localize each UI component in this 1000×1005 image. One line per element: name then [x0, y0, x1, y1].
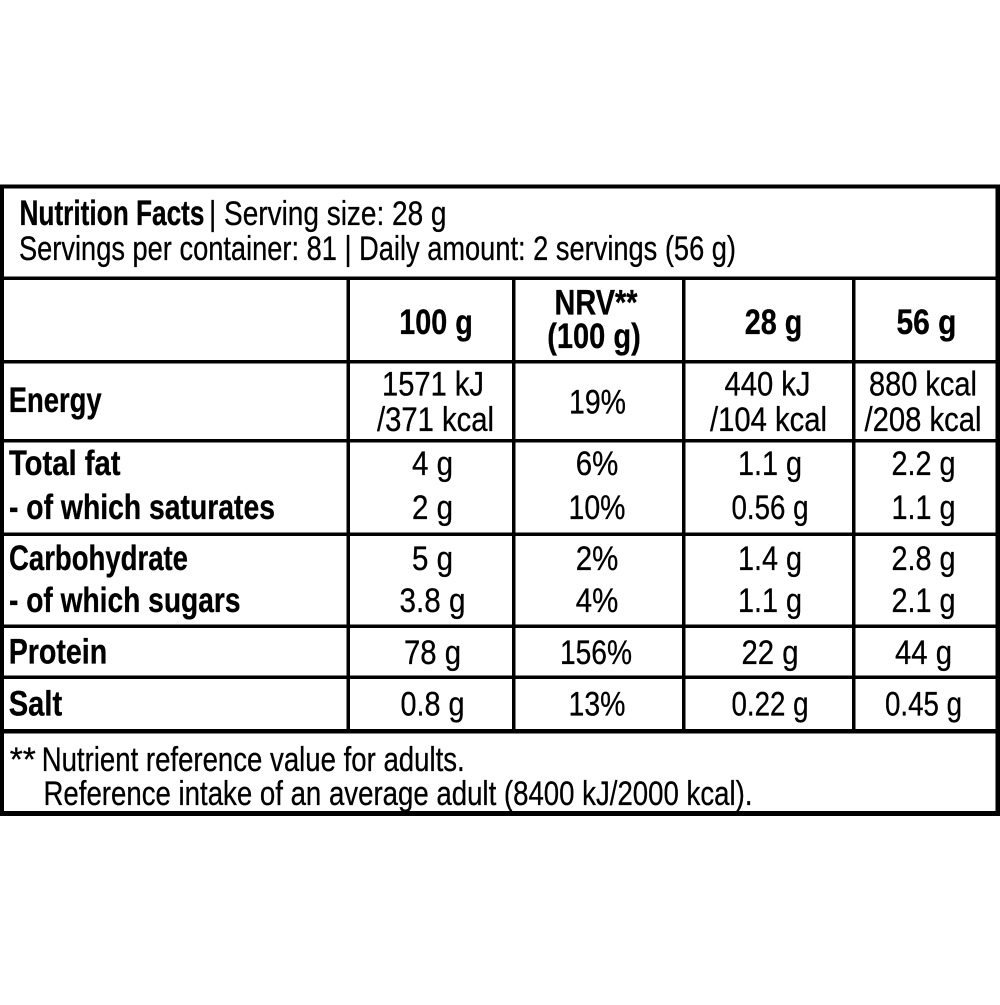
- svg-text:0.56 g: 0.56 g: [732, 489, 809, 527]
- svg-text:Energy: Energy: [9, 381, 102, 420]
- svg-text:13%: 13%: [569, 686, 626, 724]
- svg-text:Total fat: Total fat: [9, 444, 121, 483]
- svg-text:2.2 g: 2.2 g: [892, 445, 956, 483]
- svg-text:5 g: 5 g: [412, 540, 453, 578]
- svg-text:Nutrient reference value for a: Nutrient reference value for adults.: [42, 741, 465, 779]
- svg-text:2.8 g: 2.8 g: [892, 540, 956, 578]
- svg-text:Protein: Protein: [9, 633, 108, 672]
- svg-text:4%: 4%: [576, 582, 619, 620]
- svg-text:3.8 g: 3.8 g: [400, 582, 466, 620]
- svg-text:4 g: 4 g: [412, 445, 453, 483]
- svg-text:1.4 g: 1.4 g: [738, 540, 802, 578]
- svg-text:10%: 10%: [569, 489, 626, 527]
- svg-text:78 g: 78 g: [404, 634, 461, 672]
- svg-text:Reference intake of an average: Reference intake of an average adult (84…: [44, 775, 753, 813]
- svg-text:156%: 156%: [560, 634, 632, 672]
- svg-text:6%: 6%: [576, 445, 619, 483]
- svg-text:1.1 g: 1.1 g: [892, 489, 956, 527]
- svg-text:0.45 g: 0.45 g: [885, 686, 962, 724]
- svg-text:Servings per container: 81 | D: Servings per container: 81 | Daily amoun…: [19, 230, 736, 268]
- svg-text:56 g: 56 g: [897, 303, 957, 342]
- svg-text:2%: 2%: [576, 540, 619, 578]
- svg-text:1571 kJ: 1571 kJ: [382, 366, 484, 404]
- svg-text:1.1 g: 1.1 g: [738, 582, 802, 620]
- svg-text:Salt: Salt: [9, 685, 63, 724]
- svg-text:/208 kcal: /208 kcal: [865, 401, 982, 439]
- svg-text:0.8 g: 0.8 g: [401, 686, 465, 724]
- svg-text:(100 g): (100 g): [547, 317, 641, 356]
- svg-text:880 kcal: 880 kcal: [869, 366, 977, 404]
- svg-text:100 g: 100 g: [399, 303, 473, 342]
- svg-text:- of which saturates: - of which saturates: [9, 488, 275, 527]
- svg-text:Carbohydrate: Carbohydrate: [9, 539, 188, 578]
- svg-text:2.1 g: 2.1 g: [892, 582, 956, 620]
- svg-text:/371 kcal: /371 kcal: [377, 401, 494, 439]
- svg-text:2 g: 2 g: [412, 489, 453, 527]
- svg-text:22 g: 22 g: [742, 634, 799, 672]
- svg-text:Nutrition Facts: Nutrition Facts: [20, 194, 205, 233]
- svg-text:/104 kcal: /104 kcal: [710, 401, 827, 439]
- svg-text:0.22 g: 0.22 g: [732, 686, 809, 724]
- svg-text:440 kJ: 440 kJ: [725, 366, 811, 404]
- svg-text:1.1 g: 1.1 g: [738, 445, 802, 483]
- svg-text:| Serving size: 28 g: | Serving size: 28 g: [209, 195, 447, 233]
- svg-text:**: **: [10, 741, 36, 779]
- svg-text:28 g: 28 g: [745, 303, 803, 342]
- svg-text:- of which sugars: - of which sugars: [9, 581, 241, 620]
- svg-text:19%: 19%: [569, 384, 626, 422]
- svg-text:44 g: 44 g: [895, 634, 952, 672]
